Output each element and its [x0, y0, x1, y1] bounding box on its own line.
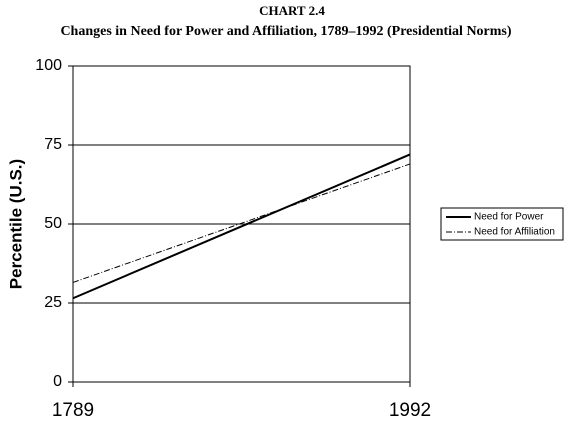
- y-tick-label: 25: [44, 294, 62, 311]
- series-line: [72, 153, 411, 300]
- chart-subtitle: Changes in Need for Power and Affiliatio…: [60, 24, 511, 39]
- legend-label: Need for Affiliation: [474, 227, 555, 238]
- y-tick-label: 100: [35, 57, 62, 74]
- x-tick-label: 1789: [52, 400, 94, 421]
- legend-box: [440, 207, 564, 241]
- series-line: [72, 163, 411, 283]
- x-tick-label: 1992: [389, 400, 431, 421]
- legend-label: Need for Power: [474, 212, 544, 223]
- y-tick-label: 0: [53, 373, 62, 390]
- chart-title: CHART 2.4: [259, 3, 325, 18]
- y-axis-label: Percentile (U.S.): [6, 159, 25, 289]
- y-tick-label: 75: [44, 136, 62, 153]
- y-tick-label: 50: [44, 215, 62, 232]
